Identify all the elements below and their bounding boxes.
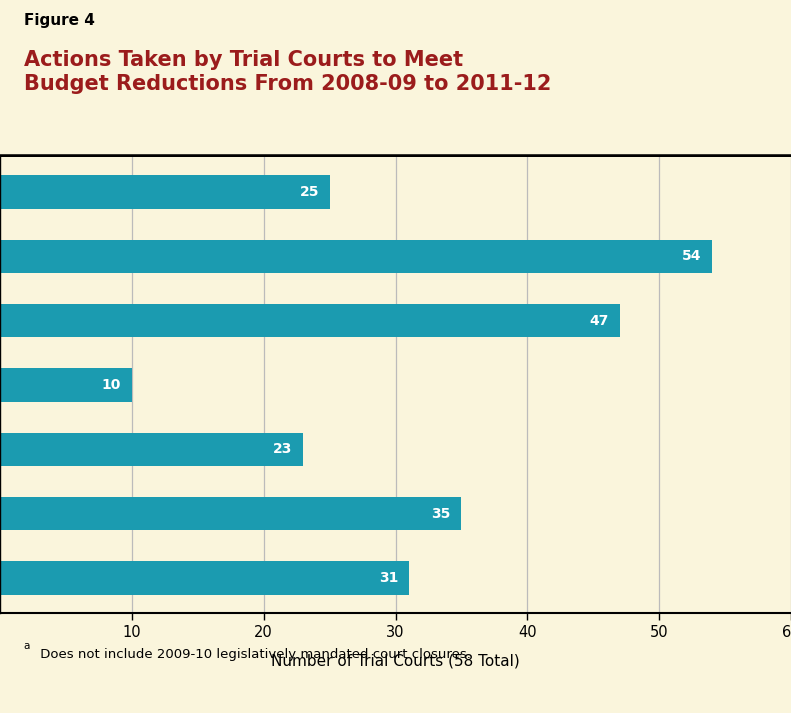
Bar bbox=[0, 497, 461, 530]
Bar bbox=[0, 369, 132, 401]
Bar bbox=[0, 433, 303, 466]
Text: 35: 35 bbox=[432, 506, 451, 520]
Bar bbox=[0, 240, 712, 273]
Text: Actions Taken by Trial Courts to Meet
Budget Reductions From 2008-09 to 2011-12: Actions Taken by Trial Courts to Meet Bu… bbox=[24, 50, 551, 94]
Text: Does not include 2009-10 legislatively mandated court closures.: Does not include 2009-10 legislatively m… bbox=[36, 648, 471, 661]
Bar bbox=[0, 304, 619, 337]
X-axis label: Number of Trial Courts (58 Total): Number of Trial Courts (58 Total) bbox=[271, 654, 520, 669]
Text: 47: 47 bbox=[590, 314, 609, 328]
Bar bbox=[0, 561, 409, 595]
Text: 31: 31 bbox=[379, 571, 398, 585]
Text: 10: 10 bbox=[102, 378, 121, 392]
Text: a: a bbox=[24, 641, 30, 651]
Text: 23: 23 bbox=[274, 442, 293, 456]
Text: 25: 25 bbox=[300, 185, 319, 199]
Text: 54: 54 bbox=[682, 250, 702, 264]
Text: Figure 4: Figure 4 bbox=[24, 13, 95, 28]
Bar bbox=[0, 175, 330, 209]
